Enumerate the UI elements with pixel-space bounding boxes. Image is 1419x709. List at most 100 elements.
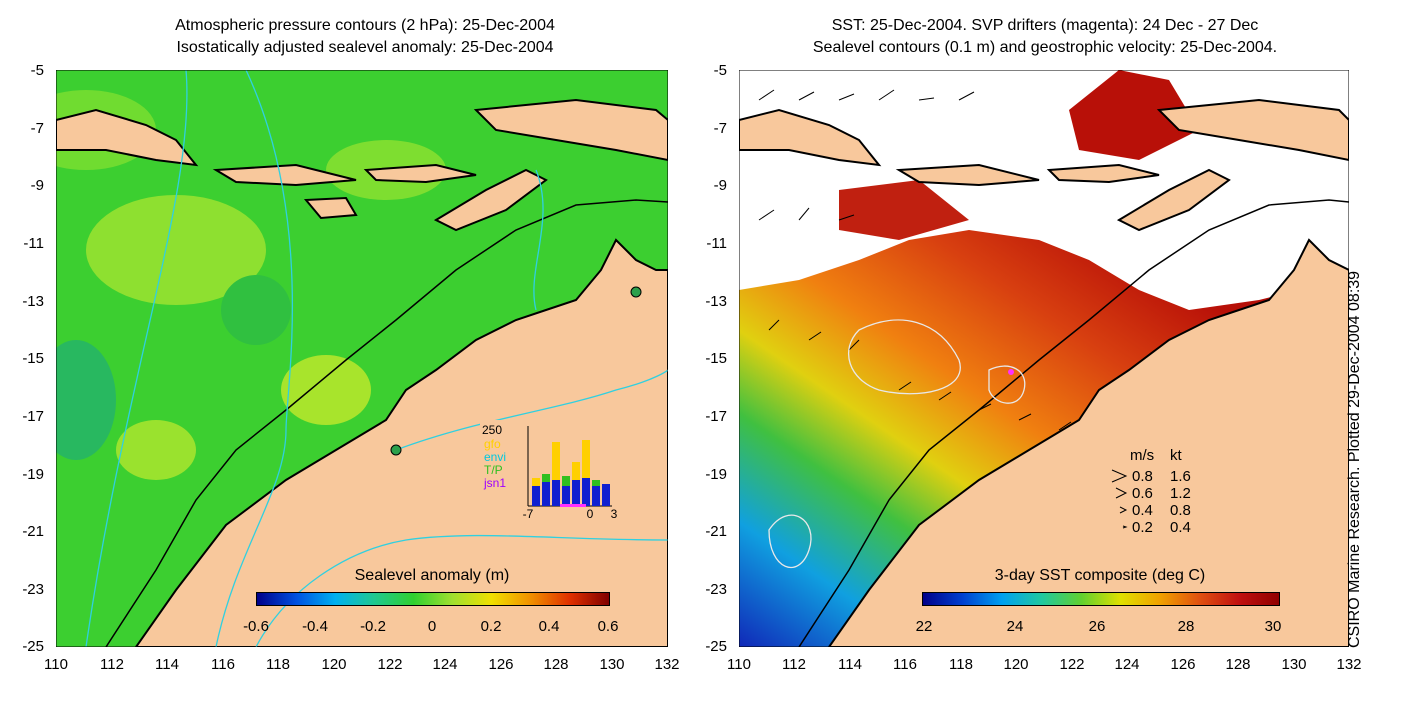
right-xtick: 118 <box>949 656 973 673</box>
right-ytick: -23 <box>705 581 727 598</box>
right-xtick: 114 <box>838 656 862 673</box>
left-ytick: -5 <box>30 62 44 79</box>
right-ytick: -9 <box>713 177 727 194</box>
right-title-line2: Sealevel contours (0.1 m) and geostrophi… <box>812 39 1278 56</box>
left-colorbar-tick: -0.6 <box>243 618 269 635</box>
inset-today-marker <box>560 504 586 507</box>
right-ytick: -11 <box>706 235 727 252</box>
legend-kt-value: 0.4 <box>1170 519 1191 536</box>
left-xtick: 112 <box>100 656 124 673</box>
left-ytick: -13 <box>22 293 44 310</box>
left-xtick: 122 <box>377 656 403 673</box>
left-title-line1: Atmospheric pressure contours (2 hPa): 2… <box>175 17 555 34</box>
left-xtick: 120 <box>321 656 347 673</box>
right-xtick: 124 <box>1114 656 1140 673</box>
credit-text: CSIRO Marine Research. Plotted 29-Dec-20… <box>1346 270 1363 648</box>
left-colorbar <box>256 592 610 606</box>
nusa-tenggara-islands <box>895 163 1040 187</box>
legend-arrow <box>1122 525 1128 529</box>
left-xtick: 132 <box>654 656 680 673</box>
inset-ymax-label: 250 <box>482 423 502 437</box>
java-island <box>56 108 199 167</box>
right-colorbar-tick: 24 <box>1006 618 1024 635</box>
right-xtick: 120 <box>1003 656 1029 673</box>
inset-series-label-tp: T/P <box>484 463 503 477</box>
sumba-island <box>303 196 358 220</box>
left-ytick: -25 <box>22 638 44 655</box>
left-colorbar-tick: 0.2 <box>480 618 502 635</box>
altimeter-inset: 250 gfo envi T/P jsn1 -7 0 3 <box>480 420 620 520</box>
pressure-contour <box>533 169 544 311</box>
left-xtick: 126 <box>488 656 514 673</box>
shelf-contour <box>105 199 668 647</box>
left-colorbar-tick: -0.2 <box>360 618 386 635</box>
left-ytick: -23 <box>22 581 44 598</box>
north-islands <box>473 98 668 162</box>
right-colorbar-tick: 28 <box>1177 618 1195 635</box>
inset-bar <box>592 486 600 506</box>
left-xtick: 130 <box>599 656 625 673</box>
legend-ms-value: 0.8 <box>1132 468 1153 485</box>
inset-bar <box>542 474 550 482</box>
pressure-contour <box>395 369 668 451</box>
left-ytick: -7 <box>30 120 44 137</box>
left-ytick: -15 <box>22 350 44 367</box>
velocity-legend: m/s kt 0.8 1.6 0.6 1.2 0.4 0.8 0.2 0.4 <box>1111 447 1191 536</box>
right-xtick: 116 <box>893 656 917 673</box>
inset-bar <box>562 486 570 506</box>
inset-series-label-gfo: gfo <box>484 437 501 451</box>
left-xtick: 114 <box>155 656 179 673</box>
anomaly-patch <box>281 355 371 425</box>
right-colorbar-tick: 30 <box>1264 618 1282 635</box>
left-xtick: 110 <box>44 656 68 673</box>
tide-gauge-marker <box>630 286 642 298</box>
right-ytick: -7 <box>713 120 727 137</box>
right-xtick: 130 <box>1281 656 1307 673</box>
left-map <box>56 70 668 647</box>
legend-ms-value: 0.2 <box>1132 519 1153 536</box>
left-ytick: -19 <box>22 466 44 483</box>
inset-bar <box>602 484 610 506</box>
inset-series-label-envi: envi <box>484 450 506 464</box>
right-xtick: 128 <box>1225 656 1251 673</box>
sealevel-contour <box>988 365 1026 404</box>
pressure-contour <box>215 70 294 647</box>
legend-header-kt: kt <box>1170 447 1183 464</box>
sealevel-contour <box>848 319 961 395</box>
right-ytick: -19 <box>705 466 727 483</box>
right-ytick: -25 <box>705 638 727 655</box>
inset-bar <box>572 480 580 506</box>
inset-bar <box>572 462 580 480</box>
left-colorbar-tick: -0.4 <box>302 618 328 635</box>
right-xtick: 122 <box>1059 656 1085 673</box>
inset-bar <box>532 486 540 506</box>
right-map <box>739 70 1349 647</box>
right-ytick: -15 <box>705 350 727 367</box>
left-colorbar-tick: 0.4 <box>538 618 560 635</box>
left-title-line2: Isostatically adjusted sealevel anomaly:… <box>176 39 554 56</box>
north-islands <box>1156 98 1349 162</box>
right-colorbar <box>922 592 1280 606</box>
left-ytick: -9 <box>30 177 44 194</box>
anomaly-patch <box>86 195 266 305</box>
left-xtick: 116 <box>211 656 235 673</box>
right-ytick: -17 <box>705 408 727 425</box>
inset-bar <box>582 478 590 506</box>
legend-header-ms: m/s <box>1130 447 1154 464</box>
legend-arrow <box>1119 506 1128 514</box>
legend-arrow <box>1111 469 1128 483</box>
inset-bar <box>552 442 560 480</box>
legend-kt-value: 0.8 <box>1170 502 1191 519</box>
inset-bar <box>532 478 540 486</box>
inset-bar <box>562 476 570 486</box>
inset-bars <box>532 440 610 506</box>
inset-bar <box>582 440 590 478</box>
right-colorbar-title: 3-day SST composite (deg C) <box>994 567 1206 584</box>
anomaly-patch <box>56 340 116 460</box>
inset-bar <box>542 482 550 506</box>
right-xtick: 126 <box>1170 656 1196 673</box>
anomaly-patch <box>116 420 196 480</box>
left-xtick: 124 <box>432 656 458 673</box>
legend-ms-value: 0.4 <box>1132 502 1153 519</box>
left-colorbar-tick: 0.6 <box>597 618 619 635</box>
